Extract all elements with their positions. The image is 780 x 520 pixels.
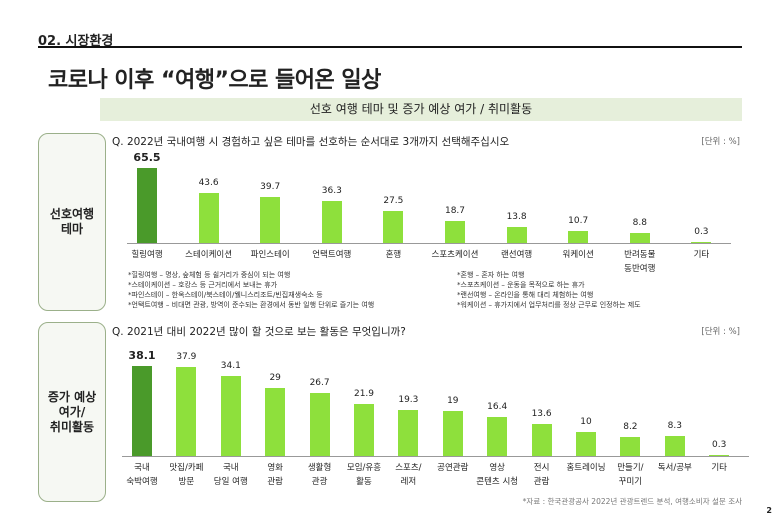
baseline: [127, 243, 732, 244]
bar: [506, 227, 527, 243]
data-label: 43.6: [198, 177, 219, 188]
section-label: 02. 시장환경: [38, 34, 114, 49]
bar: [568, 230, 589, 243]
category-label: 생활형 관광: [307, 463, 332, 487]
bar: [664, 436, 685, 456]
data-label: 36.3: [321, 186, 342, 197]
data-label: 26.7: [309, 377, 330, 388]
category-label: 기타: [711, 463, 727, 473]
unit-1: [단위 : %]: [701, 137, 740, 147]
category-label: 스테이케이션: [185, 250, 233, 260]
bar: [629, 232, 650, 243]
subtitle-banner: 선호 여행 테마 및 증가 예상 여가 / 취미활동: [100, 98, 742, 121]
category-label: 모임/유흥 활동: [346, 463, 382, 487]
category-label: 독서/공부: [657, 463, 692, 473]
bar: [354, 404, 374, 456]
category-label: 홈트레이닝: [566, 463, 606, 473]
bar: [265, 387, 286, 456]
data-label: 27.5: [383, 196, 404, 207]
bar: [709, 455, 730, 456]
data-label: 10.7: [568, 215, 589, 226]
category-label: 기타: [693, 250, 710, 260]
bar: [260, 197, 281, 243]
data-label: 0.3: [694, 227, 709, 237]
bar: [531, 423, 552, 456]
category-label: 언택트여행: [312, 250, 352, 260]
question-2: Q. 2021년 대비 2022년 많이 할 것으로 보는 활동은 무엇입니까?: [112, 326, 406, 338]
data-label: 13.8: [506, 212, 527, 223]
notes-right: *혼행 – 혼자 하는 여행 *스포츠케이션 – 운동을 목적으로 하는 휴가 …: [457, 270, 641, 310]
note: *랜선여행 – 온라인을 통해 대리 체험하는 여행: [457, 291, 594, 299]
bar: [176, 366, 197, 456]
note: *힐링여행 – 명상, 숲체험 등 쉴거리가 중심이 되는 여행: [128, 271, 291, 279]
bar: [445, 221, 465, 243]
bar: [309, 392, 330, 456]
side-label-theme: 선호여행 테마: [38, 133, 106, 311]
category-label: 국내 숙박여행: [126, 463, 158, 487]
page-number: 2: [766, 506, 772, 515]
category-label: 반려동물 동반여행: [624, 250, 656, 274]
data-label: 19: [447, 396, 459, 407]
bar: [487, 417, 508, 456]
bar: [398, 410, 419, 456]
category-label: 국내 당일 여행: [213, 463, 248, 487]
bar: [198, 192, 219, 243]
bar: [620, 436, 641, 456]
data-label: 38.1: [128, 349, 156, 363]
bar: [383, 211, 404, 243]
data-label: 18.7: [444, 206, 466, 217]
category-label: 영상 콘텐츠 시청: [476, 463, 519, 487]
data-label: 16.4: [487, 402, 508, 413]
bar: [220, 375, 241, 456]
category-label: 랜선여행: [500, 250, 533, 260]
category-label: 워케이션: [562, 250, 594, 260]
data-label: 37.9: [176, 351, 197, 362]
source-note: *자료 : 한국관광공사 2022년 관광트렌드 분석, 여행소비자 설문 조사: [522, 497, 742, 506]
bar: [321, 201, 342, 243]
note: *스테이케이션 – 호캉스 등 근거리에서 보내는 휴가: [128, 281, 278, 289]
note: *워케이션 – 휴가지에서 업무처리를 정상 근무로 인정하는 제도: [457, 301, 641, 309]
category-label: 스포츠/ 레저: [395, 463, 422, 487]
bar: [691, 242, 712, 243]
data-label: 8.2: [623, 421, 638, 432]
data-label: 8.8: [632, 217, 647, 228]
data-label: 0.3: [712, 440, 727, 450]
data-label: 34.1: [220, 360, 241, 371]
bar: [576, 432, 596, 456]
question-1: Q. 2022년 국내여행 시 경험하고 싶은 테마를 선호하는 순서대로 3개…: [112, 136, 510, 148]
category-label: 힐링여행: [131, 250, 163, 260]
category-label: 혼행: [385, 250, 402, 260]
bar: [137, 167, 157, 243]
category-label: 공연관람: [437, 463, 469, 473]
bar: [132, 366, 152, 456]
data-label: 39.7: [260, 182, 281, 193]
data-label: 10: [580, 417, 592, 428]
baseline: [122, 456, 750, 457]
side-label-activity: 증가 예상 여가/ 취미활동: [38, 322, 106, 502]
notes-left: *힐링여행 – 명상, 숲체험 등 쉴거리가 중심이 되는 여행 *스테이케이션…: [128, 270, 374, 310]
note: *혼행 – 혼자 하는 여행: [457, 271, 525, 279]
note: *언택트여행 – 비대면 관광, 방역이 준수되는 환경에서 동반 일행 단위로…: [128, 301, 375, 309]
data-label: 65.5: [133, 150, 161, 164]
data-label: 19.3: [398, 395, 419, 406]
category-label: 파인스테이: [250, 250, 290, 260]
data-label: 29: [269, 372, 281, 383]
category-label: 맛집/카페 방문: [169, 463, 204, 487]
data-label: 13.6: [531, 408, 552, 419]
note: *파인스테이 – 한옥스테이/북스테이/웰니스리조트/빈집재생숙소 등: [128, 291, 323, 299]
category-label: 스포츠케이션: [431, 250, 479, 260]
page-title: 코로나 이후 “여행”으로 들어온 일상: [48, 68, 381, 93]
data-label: 21.9: [353, 389, 375, 400]
category-label: 전시 관람: [533, 463, 550, 487]
category-label: 영화 관람: [267, 463, 283, 487]
category-label: 만들기/ 꾸미기: [617, 463, 644, 487]
bar: [442, 411, 463, 456]
data-label: 8.3: [667, 421, 682, 432]
note: *스포츠케이션 – 운동을 목적으로 하는 휴가: [457, 281, 585, 289]
divider: [38, 46, 742, 48]
unit-2: [단위 : %]: [701, 327, 740, 337]
